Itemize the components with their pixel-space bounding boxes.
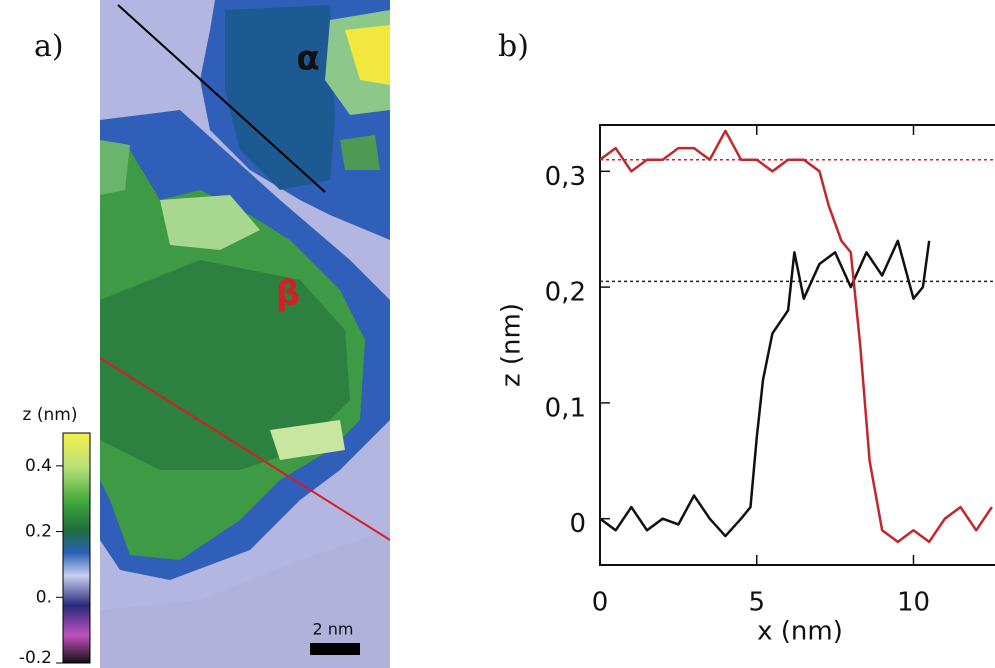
colorbar-ticks: 0.4 0.2 0. -0.2 xyxy=(19,456,63,668)
beta-label: β xyxy=(276,274,300,314)
stm-image xyxy=(100,0,390,668)
plot: 0 5 10 0 0,1 0,2 0,3 x (nm) z (nm) xyxy=(497,124,995,647)
colorbar-title: z (nm) xyxy=(23,405,78,425)
x-tick-label: 0 xyxy=(592,588,609,618)
y-axis-label: z (nm) xyxy=(497,303,527,387)
colorbar xyxy=(62,432,91,664)
axis-frame xyxy=(599,124,995,566)
colorbar-tick-label: 0. xyxy=(36,587,52,607)
data-line xyxy=(600,129,993,544)
colorbar-tick-label: 0.4 xyxy=(25,456,52,476)
y-tick-label: 0,1 xyxy=(545,393,586,423)
panel-label: b) xyxy=(498,29,529,64)
y-tick-label: 0 xyxy=(569,509,586,539)
x-tick-label: 10 xyxy=(897,588,930,618)
data-line xyxy=(600,239,931,538)
x-tick-label: 5 xyxy=(748,588,765,618)
scale-bar-label: 2 nm xyxy=(313,620,354,639)
panel-label: a) xyxy=(34,29,64,64)
y-tick-label: 0,3 xyxy=(545,162,586,192)
plot-area xyxy=(600,129,995,544)
x-axis-label: x (nm) xyxy=(757,617,843,647)
colorbar-tick-label: 0.2 xyxy=(25,522,52,542)
y-tick-label: 0,2 xyxy=(545,278,586,308)
colorbar-tick-label: -0.2 xyxy=(19,648,52,668)
alpha-label: α xyxy=(296,39,319,79)
